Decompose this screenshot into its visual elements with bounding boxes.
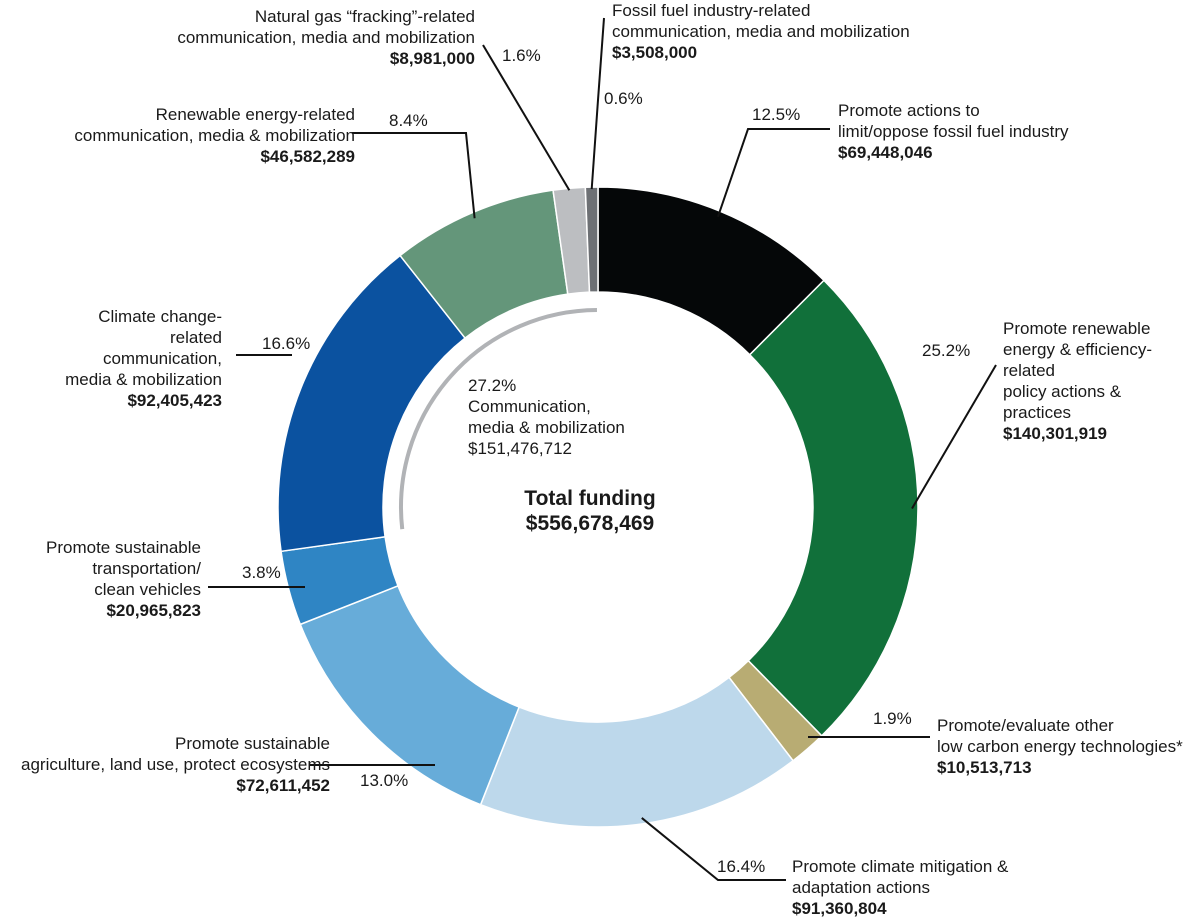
group-amount: $151,476,712	[468, 439, 572, 458]
communication-group-arc	[399, 308, 597, 530]
slice-percent-0: 12.5%	[752, 105, 801, 124]
slice-percent-6: 16.6%	[262, 334, 311, 353]
slice-label-6: Climate change-related communication, medi…	[65, 306, 222, 411]
slice-percent-4: 13.0%	[360, 771, 409, 790]
slice-label-0: Promote actions to limit/oppose fossil fu…	[838, 100, 1069, 163]
slice-label-line: related	[170, 328, 222, 347]
slice-label-line: Promote climate mitigation &	[792, 857, 1009, 876]
slice-label-line: adaptation actions	[792, 878, 930, 897]
slice-amount: $140,301,919	[1003, 424, 1107, 443]
slice-label-9: Fossil fuel industry-related communicatio…	[612, 0, 910, 63]
leader-line-0	[716, 128, 830, 218]
slice-amount: $69,448,046	[838, 143, 933, 162]
leader-line-9	[590, 17, 605, 190]
slice-label-line: Promote actions to	[838, 101, 980, 120]
slice-amount: $72,611,452	[236, 776, 330, 795]
group-percent: 27.2%	[468, 376, 517, 395]
slice-label-line: communication, media and mobilization	[177, 28, 475, 47]
slice-9	[584, 186, 599, 293]
leader-line-1	[911, 364, 997, 510]
slice-label-line: energy & efficiency-	[1003, 340, 1152, 359]
slice-label-line: media & mobilization	[65, 370, 222, 389]
slice-percent-9: 0.6%	[604, 89, 643, 108]
slice-label-line: communication, media & mobilization	[74, 126, 355, 145]
slice-label-2: Promote/evaluate other low carbon energy …	[937, 715, 1183, 778]
slice-amount: $10,513,713	[937, 758, 1032, 777]
slice-label-line: Climate change-	[98, 307, 222, 326]
slice-label-line: agriculture, land use, protect ecosystem…	[21, 755, 330, 774]
slice-label-line: Promote/evaluate other	[937, 716, 1114, 735]
slice-1	[747, 279, 919, 737]
slice-label-7: Renewable energy-related communication, m…	[74, 104, 355, 167]
slice-percent-7: 8.4%	[389, 111, 428, 130]
slice-label-line: Natural gas “fracking”-related	[254, 7, 475, 26]
slice-label-line: communication,	[102, 349, 222, 368]
slice-percent-3: 16.4%	[717, 857, 766, 876]
slice-label-line: Promote renewable	[1003, 319, 1151, 338]
slice-label-line: limit/oppose fossil fuel industry	[838, 122, 1069, 141]
total-amount: $556,678,469	[525, 512, 655, 535]
slice-label-line: low carbon energy technologies*	[937, 737, 1183, 756]
slice-label-8: Natural gas “fracking”-related communicat…	[177, 6, 475, 69]
slice-label-line: Fossil fuel industry-related	[612, 1, 811, 20]
slice-label-line: policy actions &	[1003, 382, 1122, 401]
slice-label-4: Promote sustainable agriculture, land use…	[21, 733, 330, 796]
slice-4	[299, 584, 521, 806]
slice-label-line: Renewable energy-related	[155, 105, 355, 124]
slice-percent-8: 1.6%	[502, 46, 541, 65]
leader-line-3	[641, 817, 786, 881]
slice-amount: $8,981,000	[389, 49, 475, 68]
slice-label-line: transportation/	[92, 559, 201, 578]
slice-percent-5: 3.8%	[242, 563, 281, 582]
slice-label-line: related	[1003, 361, 1055, 380]
slice-amount: $3,508,000	[612, 43, 698, 62]
slice-amount: $91,360,804	[792, 899, 887, 918]
total-title: Total funding	[524, 487, 656, 510]
slice-percent-1: 25.2%	[922, 341, 971, 360]
slice-percent-2: 1.9%	[873, 709, 912, 728]
leader-line-7	[352, 132, 476, 219]
slice-amount: $92,405,423	[127, 391, 222, 410]
slice-label-line: communication, media and mobilization	[612, 22, 910, 41]
slice-amount: $20,965,823	[106, 601, 201, 620]
slice-label-line: clean vehicles	[94, 580, 201, 599]
group-label-line: Communication,	[468, 397, 591, 416]
slice-label-line: Promote sustainable	[175, 734, 330, 753]
slice-label-1: Promote renewable energy & efficiency-rel…	[1003, 318, 1152, 444]
slice-label-line: Promote sustainable	[46, 538, 201, 557]
center-total-label: Total funding $556,678,469	[420, 486, 760, 536]
leader-line-8	[482, 44, 571, 191]
slice-label-line: practices	[1003, 403, 1072, 422]
slice-amount: $46,582,289	[260, 147, 355, 166]
slice-3	[479, 676, 795, 828]
slice-label-5: Promote sustainable transportation/clean …	[46, 537, 201, 621]
communication-group-label: 27.2% Communication, media & mobilizatio…	[468, 375, 625, 459]
slice-label-3: Promote climate mitigation & adaptation a…	[792, 856, 1008, 919]
group-label-line: media & mobilization	[468, 418, 625, 437]
